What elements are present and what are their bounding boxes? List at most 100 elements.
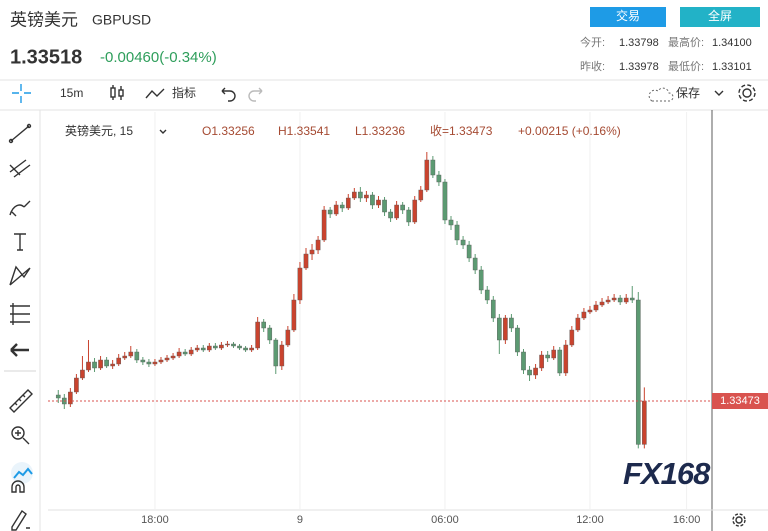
candle-body: [273, 339, 279, 367]
legend-symbol[interactable]: 英镑美元, 15: [65, 123, 133, 138]
candle-body: [358, 191, 363, 199]
candle-body: [243, 347, 248, 351]
candle-body: [225, 343, 230, 346]
candle-body: [436, 174, 442, 183]
plot: [48, 112, 712, 510]
candle-body: [158, 359, 164, 363]
candle-body: [200, 347, 206, 351]
candle-body: [339, 204, 345, 209]
candle-body: [170, 355, 176, 359]
candle-body: [237, 345, 242, 349]
candle-body: [68, 391, 73, 405]
candle-body: [327, 209, 333, 215]
candle-body: [152, 361, 158, 365]
candle-body: [587, 309, 593, 313]
candle-body: [629, 297, 635, 301]
candle-body: [545, 354, 550, 359]
watermark: FX168: [623, 456, 711, 491]
price-change: -0.00460(-0.34%): [100, 49, 217, 66]
candle-body: [80, 369, 85, 379]
candle-body: [497, 317, 502, 341]
instrument-symbol: GBPUSD: [92, 12, 151, 28]
redo-button[interactable]: [248, 87, 263, 102]
candle-body: [611, 297, 617, 301]
last-price: 1.33518: [10, 46, 82, 68]
candle-body: [484, 289, 490, 301]
candle-body: [460, 239, 466, 246]
indicators-button[interactable]: 指标: [172, 85, 196, 100]
axis-settings[interactable]: [732, 513, 746, 527]
price-label-box: [712, 393, 768, 409]
stat-label: 最高价:: [668, 35, 704, 49]
fullscreen-button-label[interactable]: 全屏: [708, 8, 732, 23]
candle-body: [213, 345, 218, 349]
x-tick-label: 18:00: [141, 514, 169, 526]
candle-body: [412, 199, 418, 223]
instrument-name: 英镑美元: [10, 10, 78, 29]
trade-button[interactable]: [590, 7, 666, 27]
chart-type-button[interactable]: [110, 85, 124, 100]
settings-button[interactable]: [738, 84, 756, 102]
candle-body: [309, 249, 315, 255]
stat-value: 1.33798: [619, 37, 659, 49]
candle-body: [539, 354, 544, 369]
candle-body: [255, 321, 260, 349]
save-button[interactable]: 保存: [676, 86, 700, 100]
candle-body: [74, 377, 79, 393]
stat-label: 今开:: [580, 35, 605, 49]
candle-body: [261, 321, 267, 329]
candle-body: [364, 194, 369, 199]
candle-body: [466, 244, 472, 259]
candle-body: [472, 257, 478, 271]
candle-body: [527, 369, 532, 376]
candle-body: [194, 347, 200, 351]
candle-body: [122, 355, 128, 359]
candle-body: [515, 327, 520, 353]
fullscreen-button[interactable]: [680, 7, 760, 27]
crosshair-tool[interactable]: [12, 84, 31, 103]
candle-body: [182, 351, 188, 355]
candle-body: [315, 239, 321, 251]
candle-body: [424, 159, 430, 191]
x-tick-label: 16:00: [673, 514, 701, 526]
x-tick-label: 12:00: [576, 514, 604, 526]
candle-body: [303, 253, 309, 269]
candle-body: [370, 194, 375, 206]
candle-body: [55, 394, 61, 399]
candle-body: [297, 267, 303, 301]
candle-body: [86, 361, 91, 371]
save-menu[interactable]: [714, 90, 724, 96]
candle-body: [406, 209, 412, 223]
candle-body: [490, 299, 496, 319]
candle-body: [140, 359, 146, 363]
legend-menu[interactable]: [159, 129, 167, 134]
candle-body: [448, 219, 454, 226]
candle-body: [134, 351, 140, 361]
candle-body: [581, 311, 587, 319]
price-label: 1.33473: [720, 395, 760, 407]
trade-button-label[interactable]: 交易: [616, 8, 640, 23]
candle-body: [642, 400, 647, 445]
candle-body: [418, 189, 424, 201]
candle-body: [635, 299, 641, 445]
x-tick-label: 9: [297, 514, 303, 526]
undo-button[interactable]: [221, 87, 236, 102]
legend-close: 收=1.33473: [430, 124, 493, 138]
candle-body: [593, 304, 599, 311]
candle-body: [333, 204, 339, 215]
candle-body: [249, 347, 254, 351]
candle-body: [345, 197, 351, 209]
candle-body: [110, 363, 115, 367]
candle-body: [617, 297, 623, 303]
candle-body: [231, 343, 236, 347]
candle-body: [164, 357, 170, 361]
candle-body: [104, 359, 109, 367]
cloud-icon: [648, 87, 674, 102]
indicators-icon[interactable]: [145, 88, 165, 99]
candle-body: [478, 269, 484, 291]
drawing-tools[interactable]: [4, 123, 36, 531]
stat-label: 最低价:: [668, 60, 704, 73]
interval[interactable]: 15m: [60, 86, 83, 100]
candle-body: [176, 351, 182, 357]
